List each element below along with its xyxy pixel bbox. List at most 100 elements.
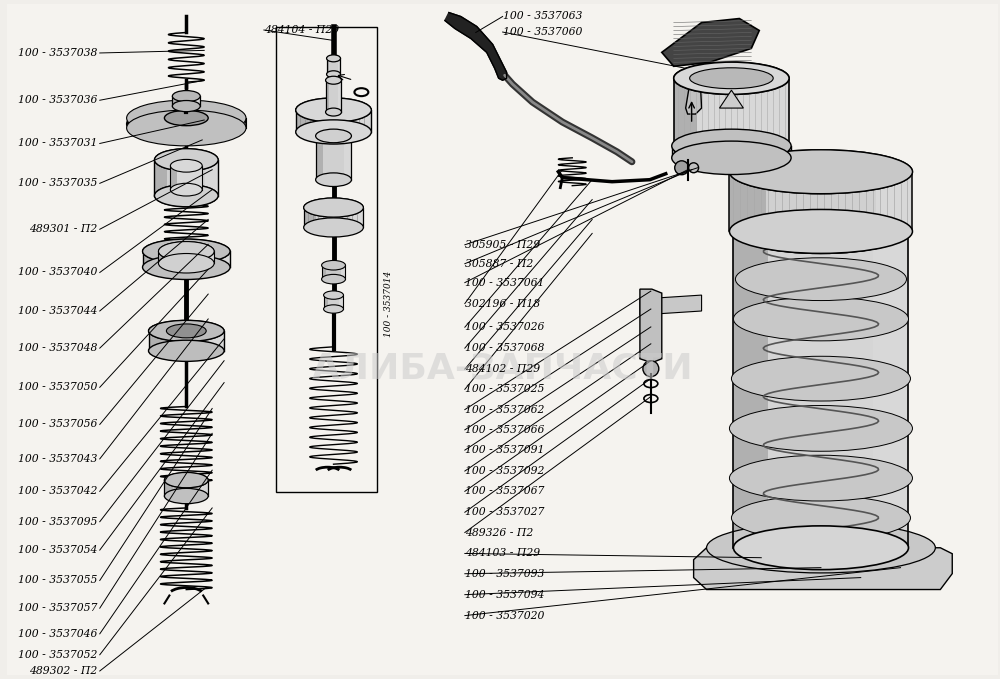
Bar — [304, 208, 363, 227]
Bar — [154, 160, 167, 196]
Bar — [327, 58, 340, 74]
Bar — [205, 160, 218, 196]
Text: 100 - 3537055: 100 - 3537055 — [18, 576, 98, 585]
Ellipse shape — [149, 340, 224, 361]
Ellipse shape — [127, 110, 246, 146]
Ellipse shape — [304, 198, 363, 217]
Bar — [170, 166, 177, 189]
Bar — [172, 96, 178, 106]
Bar — [149, 331, 224, 351]
Bar — [324, 295, 343, 309]
Ellipse shape — [322, 261, 345, 270]
Bar — [873, 232, 908, 548]
Text: 100 - 3537093: 100 - 3537093 — [465, 569, 544, 579]
Text: 302196 - П18: 302196 - П18 — [465, 299, 540, 308]
Ellipse shape — [143, 239, 230, 263]
Ellipse shape — [149, 320, 224, 342]
Text: 100 - 3537046: 100 - 3537046 — [18, 629, 98, 639]
Bar — [154, 160, 218, 196]
Bar — [170, 166, 202, 189]
Ellipse shape — [735, 258, 906, 301]
Ellipse shape — [753, 213, 889, 251]
Text: 100 - 3537095: 100 - 3537095 — [18, 517, 98, 527]
Ellipse shape — [324, 305, 343, 313]
Circle shape — [643, 361, 659, 377]
Text: 100 - 3537063: 100 - 3537063 — [503, 12, 582, 22]
Ellipse shape — [729, 150, 912, 194]
Text: 100 - 3537092: 100 - 3537092 — [465, 466, 544, 476]
Text: 484103 - П29: 484103 - П29 — [465, 549, 540, 558]
Text: 100 - 3537068: 100 - 3537068 — [465, 343, 544, 353]
Text: 100 - 3537062: 100 - 3537062 — [465, 405, 544, 415]
Ellipse shape — [733, 297, 908, 341]
Bar — [127, 118, 150, 128]
Ellipse shape — [154, 185, 218, 206]
Bar — [876, 172, 912, 232]
Ellipse shape — [327, 55, 340, 62]
Text: 100 - 3537066: 100 - 3537066 — [465, 425, 544, 435]
Ellipse shape — [733, 210, 908, 253]
Bar — [341, 265, 345, 279]
Bar — [296, 110, 311, 132]
Bar — [327, 58, 329, 74]
Bar — [196, 166, 202, 189]
Bar — [672, 146, 696, 158]
Ellipse shape — [149, 320, 224, 342]
Text: 100 - 3537052: 100 - 3537052 — [18, 650, 98, 660]
Ellipse shape — [172, 100, 200, 111]
Bar — [729, 172, 912, 232]
Ellipse shape — [164, 473, 208, 488]
Ellipse shape — [154, 149, 218, 171]
Ellipse shape — [674, 62, 789, 94]
Text: 100 - 3537044: 100 - 3537044 — [18, 306, 98, 316]
Bar — [276, 26, 377, 492]
Ellipse shape — [322, 274, 345, 284]
Bar — [149, 331, 164, 351]
Ellipse shape — [324, 291, 343, 299]
Ellipse shape — [172, 90, 200, 102]
Ellipse shape — [166, 324, 206, 338]
Bar — [158, 251, 214, 263]
Text: 100 - 3537056: 100 - 3537056 — [18, 420, 98, 429]
Ellipse shape — [164, 473, 208, 488]
Bar — [344, 136, 351, 180]
Ellipse shape — [729, 455, 912, 501]
Bar — [674, 78, 789, 148]
Bar — [316, 136, 351, 180]
Ellipse shape — [158, 253, 214, 273]
Circle shape — [675, 161, 689, 175]
Bar — [338, 58, 340, 74]
Text: 100 - 3537014: 100 - 3537014 — [384, 271, 393, 337]
Polygon shape — [686, 67, 702, 114]
Ellipse shape — [296, 98, 371, 122]
Text: 100 - 3537094: 100 - 3537094 — [465, 589, 544, 600]
Ellipse shape — [771, 217, 871, 246]
Ellipse shape — [672, 141, 791, 175]
Text: 100 - 3537050: 100 - 3537050 — [18, 382, 98, 392]
Text: 484102 - П29: 484102 - П29 — [465, 364, 540, 374]
Ellipse shape — [304, 198, 363, 217]
Bar — [324, 295, 328, 309]
Text: 100 - 3537057: 100 - 3537057 — [18, 603, 98, 613]
Bar — [326, 80, 341, 112]
Text: 100 - 3537036: 100 - 3537036 — [18, 95, 98, 105]
Bar — [733, 232, 768, 548]
Ellipse shape — [127, 106, 246, 142]
Bar — [767, 146, 791, 158]
Ellipse shape — [326, 108, 341, 116]
Ellipse shape — [304, 218, 363, 237]
Ellipse shape — [135, 109, 238, 139]
Ellipse shape — [127, 100, 246, 136]
Bar — [322, 265, 345, 279]
Ellipse shape — [733, 210, 908, 253]
Ellipse shape — [731, 496, 910, 540]
Ellipse shape — [674, 62, 789, 94]
Bar — [304, 208, 316, 227]
Bar — [674, 78, 697, 148]
Ellipse shape — [296, 98, 371, 122]
Text: 100 - 3537027: 100 - 3537027 — [465, 507, 544, 517]
Bar — [164, 480, 208, 496]
Ellipse shape — [316, 129, 351, 143]
Bar — [195, 96, 200, 106]
Text: 100 - 3537040: 100 - 3537040 — [18, 268, 98, 278]
